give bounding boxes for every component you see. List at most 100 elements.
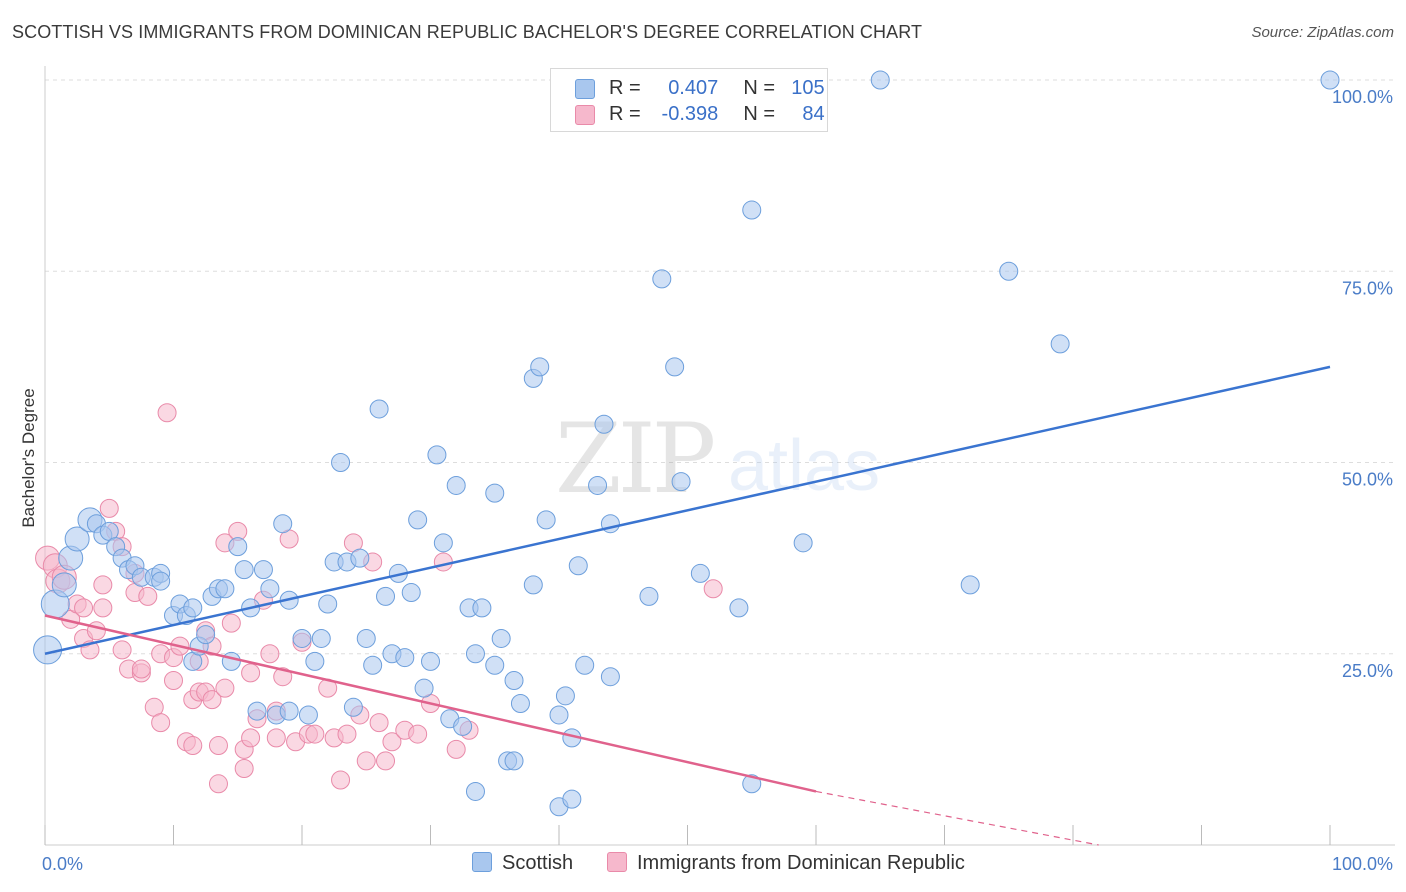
scottish-point bbox=[273, 514, 293, 534]
dominican-point bbox=[93, 598, 113, 618]
dominican-point bbox=[151, 713, 171, 733]
scottish-point bbox=[453, 716, 473, 736]
dominican-point bbox=[202, 690, 222, 710]
scottish-point bbox=[427, 445, 447, 465]
scottish-point bbox=[369, 399, 389, 419]
scottish-point bbox=[588, 475, 608, 495]
scottish-point bbox=[253, 560, 273, 580]
scottish-point bbox=[491, 628, 511, 648]
scottish-point bbox=[414, 678, 434, 698]
scottish-point bbox=[1050, 334, 1070, 354]
trend-lines bbox=[44, 365, 1331, 846]
scottish-point bbox=[549, 705, 569, 725]
scottish-point bbox=[292, 628, 312, 648]
dominican-point bbox=[86, 621, 106, 641]
y-tick-label-25: 25.0% bbox=[1342, 661, 1393, 681]
legend-n-label: N = bbox=[743, 103, 776, 125]
scottish-point bbox=[234, 560, 254, 580]
scottish-point bbox=[331, 453, 351, 472]
scottish-point bbox=[960, 575, 980, 595]
dominican-legend-label: Immigrants from Dominican Republic bbox=[637, 852, 965, 874]
watermark-zip: ZIP bbox=[555, 403, 714, 515]
scottish-point bbox=[183, 598, 203, 618]
scottish-legend-swatch bbox=[472, 852, 492, 872]
scottish-point bbox=[64, 526, 90, 552]
scottish-point bbox=[1320, 70, 1340, 90]
dominican-point bbox=[131, 659, 151, 679]
scottish-point bbox=[594, 414, 614, 434]
watermark: ZIP atlas bbox=[555, 403, 880, 515]
scottish-point bbox=[465, 644, 485, 664]
scottish-point bbox=[343, 697, 363, 717]
legend-n-label: N = bbox=[743, 77, 776, 99]
scottish-point bbox=[671, 472, 691, 492]
scottish-point bbox=[151, 571, 171, 591]
legend-r-label: R = bbox=[609, 77, 641, 99]
scottish-point bbox=[504, 671, 524, 691]
scottish-point bbox=[311, 628, 331, 648]
scottish-point bbox=[793, 533, 813, 553]
scottish-point bbox=[196, 625, 216, 645]
watermark-atlas: atlas bbox=[728, 426, 880, 506]
scottish-point bbox=[742, 200, 762, 220]
scottish-point bbox=[465, 781, 485, 801]
dominican-point bbox=[273, 667, 293, 687]
scottish-point bbox=[870, 70, 890, 90]
scottish-point bbox=[504, 751, 524, 771]
scottish-point bbox=[51, 572, 77, 598]
scottish-point bbox=[690, 563, 710, 583]
scottish-point bbox=[600, 667, 620, 687]
scottish-point bbox=[433, 533, 453, 553]
dominican-point bbox=[446, 739, 466, 759]
correlation-legend: R = 0.407 N = 105 R = -0.398 N = 84 bbox=[550, 68, 828, 132]
scottish-point bbox=[228, 537, 248, 557]
scottish-point bbox=[562, 789, 582, 809]
dominican-point bbox=[408, 724, 428, 744]
scottish-point bbox=[298, 705, 318, 725]
scottish-trend-line bbox=[44, 365, 1331, 655]
dominican-point bbox=[433, 552, 453, 572]
y-tick-label-50: 50.0% bbox=[1342, 470, 1393, 490]
scottish-point bbox=[376, 586, 396, 606]
axes bbox=[44, 66, 1395, 846]
dominican-point bbox=[99, 498, 119, 518]
dominican-swatch bbox=[575, 105, 595, 125]
scottish-point bbox=[260, 579, 280, 599]
scottish-point bbox=[742, 774, 762, 794]
scottish-point bbox=[652, 269, 672, 289]
scottish-point bbox=[530, 357, 550, 377]
dominican-point bbox=[221, 613, 241, 633]
scottish-point bbox=[472, 598, 492, 618]
scottish-point bbox=[446, 475, 466, 495]
scottish-point bbox=[575, 655, 595, 675]
scottish-n-value: 105 bbox=[791, 77, 825, 99]
dominican-legend-swatch bbox=[607, 852, 627, 872]
scottish-point bbox=[555, 686, 575, 706]
scottish-point bbox=[665, 357, 685, 377]
dominican-point bbox=[241, 728, 261, 748]
scottish-point bbox=[568, 556, 588, 576]
scottish-legend-label: Scottish bbox=[502, 852, 574, 874]
scottish-point bbox=[363, 655, 383, 675]
dominican-point bbox=[260, 644, 280, 664]
scottish-point bbox=[305, 651, 325, 671]
dominican-point bbox=[337, 724, 357, 744]
source-credit: Source: ZipAtlas.com bbox=[1251, 24, 1394, 41]
dominican-point bbox=[234, 759, 254, 778]
chart-title: SCOTTISH VS IMMIGRANTS FROM DOMINICAN RE… bbox=[12, 22, 923, 42]
scottish-point bbox=[510, 693, 530, 713]
scottish-point bbox=[395, 648, 415, 668]
x-tick-label-0: 0.0% bbox=[42, 854, 83, 874]
tick-labels: 25.0% 50.0% 75.0% 100.0% 0.0% 100.0% Bachelor'… bbox=[19, 87, 1393, 874]
bottom-legend-scottish: Scottish bbox=[472, 852, 573, 875]
dominican-trend-line bbox=[44, 614, 817, 793]
scottish-point bbox=[318, 594, 338, 614]
dominican-point bbox=[305, 724, 325, 744]
dominican-point bbox=[208, 774, 228, 794]
dominican-point bbox=[331, 770, 351, 790]
scottish-point bbox=[536, 510, 556, 530]
scottish-point bbox=[215, 579, 235, 599]
scottish-point bbox=[485, 483, 505, 503]
scottish-point bbox=[247, 701, 267, 721]
